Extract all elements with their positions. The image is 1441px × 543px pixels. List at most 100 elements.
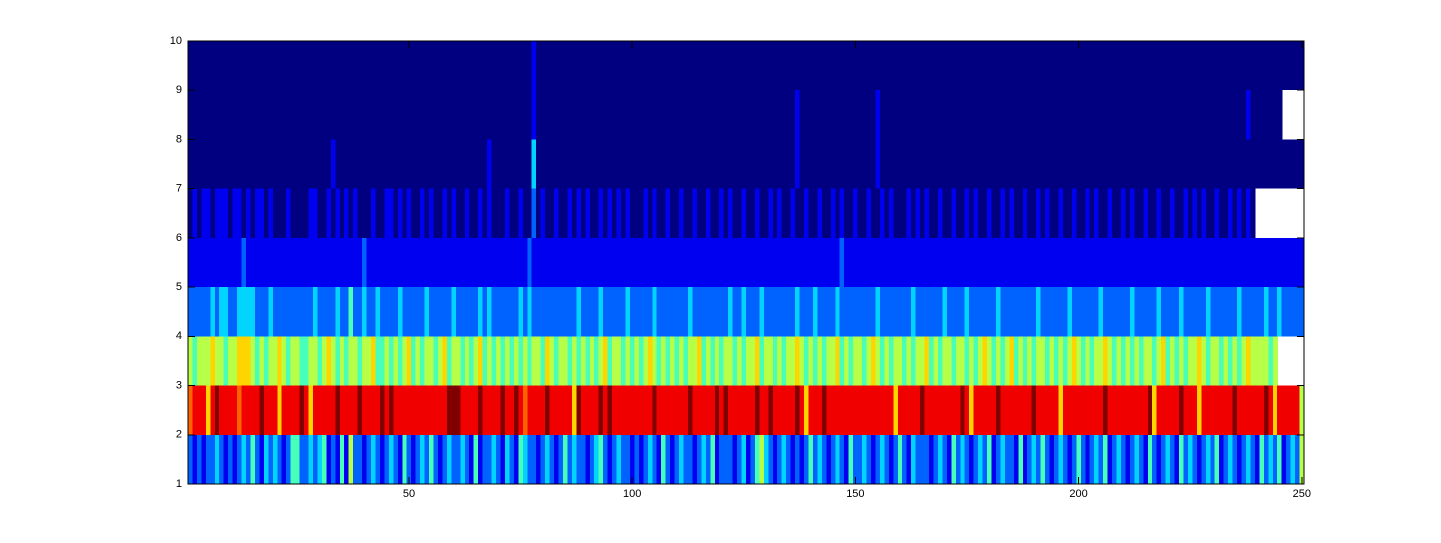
heatmap-cell [746, 139, 752, 189]
heatmap-cell [821, 188, 827, 238]
heatmap-cell [915, 41, 921, 91]
heatmap-cell [754, 90, 760, 140]
heatmap-cell [679, 336, 685, 386]
heatmap-cell [621, 287, 627, 337]
heatmap-cell [1022, 188, 1028, 238]
y-tick-label: 8 [176, 133, 182, 145]
heatmap-cell [277, 139, 283, 189]
heatmap-cell [455, 90, 461, 140]
heatmap-cell [737, 237, 743, 288]
heatmap-cell [826, 90, 832, 140]
heatmap-cell [536, 434, 542, 484]
heatmap-cell [420, 41, 426, 91]
heatmap-cell [629, 90, 635, 140]
heatmap-cell [406, 41, 412, 91]
heatmap-cell [790, 237, 796, 288]
heatmap-cell [598, 434, 604, 484]
heatmap-cell [625, 336, 631, 386]
heatmap-cell [804, 237, 810, 288]
heatmap-cell [746, 385, 752, 435]
heatmap-cell [277, 434, 283, 484]
heatmap-cell [1156, 237, 1162, 288]
heatmap-cell [254, 41, 261, 91]
heatmap-cell [442, 237, 448, 288]
heatmap-cell [929, 237, 935, 288]
heatmap-cell [469, 139, 475, 189]
heatmap-cell [835, 385, 841, 435]
heatmap-cell [661, 139, 667, 189]
heatmap-cell [1013, 434, 1019, 484]
heatmap-cell [888, 90, 894, 140]
heatmap-cell [750, 90, 756, 140]
heatmap-cell [531, 336, 537, 386]
heatmap-cell [527, 139, 533, 189]
heatmap-cell [192, 434, 198, 484]
heatmap-cell [375, 336, 381, 386]
heatmap-cell [1259, 41, 1265, 91]
heatmap-cell [897, 287, 903, 337]
heatmap-cell [339, 139, 345, 189]
heatmap-cell [531, 287, 537, 337]
heatmap-cell [500, 139, 506, 189]
heatmap-cell [379, 237, 386, 288]
heatmap-cell [1201, 90, 1207, 140]
heatmap-cell [1134, 139, 1140, 189]
heatmap-cell [1187, 287, 1193, 337]
heatmap-cell [205, 188, 211, 238]
heatmap-cell [746, 434, 752, 484]
heatmap-cell [496, 287, 502, 337]
heatmap-cell [317, 41, 323, 91]
heatmap-cell [299, 41, 305, 91]
heatmap-cell [1036, 287, 1042, 337]
heatmap-cell [839, 434, 845, 484]
heatmap-cell [522, 336, 528, 386]
heatmap-cell [710, 287, 716, 337]
heatmap-cell [522, 90, 528, 140]
heatmap-cell [1179, 287, 1185, 337]
heatmap-cell [995, 188, 1002, 238]
heatmap-cell [1071, 385, 1077, 435]
heatmap-cell [808, 385, 814, 435]
heatmap-cell [973, 434, 979, 484]
heatmap-cell [1089, 188, 1095, 238]
heatmap-cell [540, 139, 546, 189]
heatmap-cell [844, 287, 850, 337]
heatmap-cell [665, 336, 671, 386]
heatmap-cell [281, 41, 287, 91]
heatmap-cell [973, 336, 979, 386]
heatmap-cell [683, 188, 689, 238]
heatmap-cell [554, 237, 560, 288]
heatmap-cell [254, 139, 261, 189]
heatmap-cell [232, 336, 238, 386]
heatmap-cell [893, 237, 899, 288]
heatmap-cell [1259, 434, 1265, 484]
heatmap-cell [263, 188, 269, 238]
heatmap-cell [906, 385, 912, 435]
heatmap-cell [826, 336, 832, 386]
heatmap-cell [808, 336, 814, 386]
heatmap-cell [759, 188, 765, 238]
heatmap-cell [312, 139, 319, 189]
heatmap-cell [442, 90, 448, 140]
heatmap-cell [531, 434, 537, 484]
heatmap-cell [1237, 90, 1243, 140]
heatmap-cell [1223, 237, 1229, 288]
heatmap-cell [330, 188, 336, 238]
heatmap-cell [384, 287, 390, 337]
heatmap-cell [402, 385, 408, 435]
heatmap-cell [509, 188, 515, 238]
heatmap-cell [906, 188, 912, 238]
heatmap-cell [509, 41, 515, 91]
heatmap-cell [719, 385, 725, 435]
heatmap-cell [531, 188, 537, 238]
heatmap-cell [554, 188, 560, 238]
heatmap-cell [411, 41, 417, 91]
heatmap-cell [482, 41, 488, 91]
heatmap-cell [576, 90, 582, 140]
heatmap-cell [728, 385, 734, 435]
heatmap-cell [1080, 287, 1086, 337]
heatmap-cell [549, 385, 555, 435]
heatmap-cell [1116, 139, 1122, 189]
heatmap-cell [1232, 90, 1238, 140]
heatmap-cell [460, 237, 466, 288]
